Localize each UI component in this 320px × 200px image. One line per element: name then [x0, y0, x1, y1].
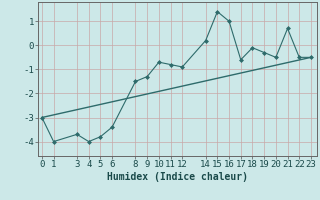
X-axis label: Humidex (Indice chaleur): Humidex (Indice chaleur): [107, 172, 248, 182]
